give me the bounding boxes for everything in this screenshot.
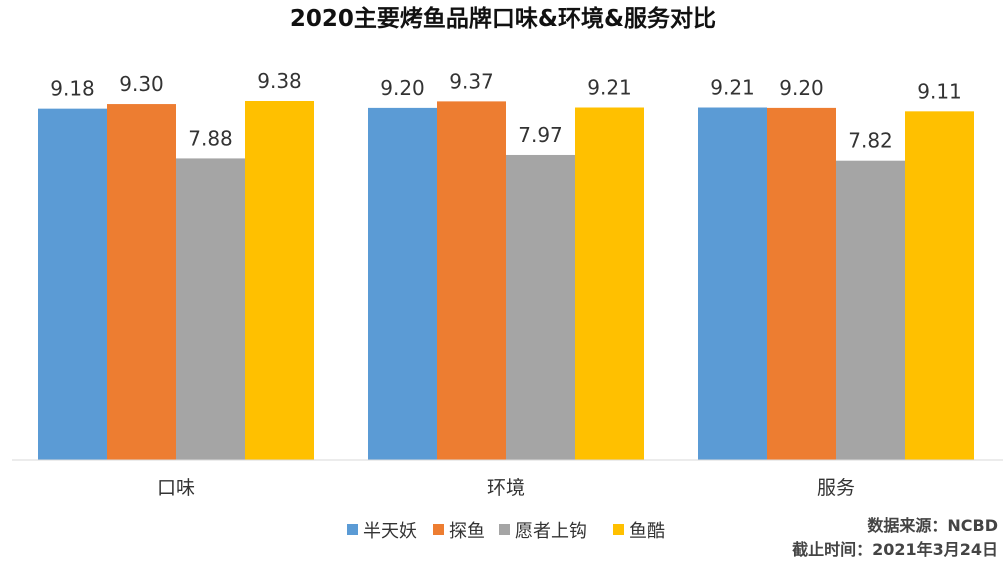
value-label-3-1: 9.21 [710,76,755,100]
legend-label-2: 探鱼 [449,521,485,542]
value-label-3-2: 9.20 [779,76,824,100]
chart-title: 2020主要烤鱼品牌口味&环境&服务对比 [290,5,716,32]
value-label-1-1: 9.18 [50,77,95,101]
bar-3-2 [767,107,836,460]
bar-1-2 [107,104,176,461]
bar-1-1 [38,108,107,460]
bar-3-1 [698,107,767,460]
legend-label-1: 半天妖 [363,521,417,542]
legend: 半天妖 探鱼 愿者上钩 鱼酷 [347,521,665,542]
value-label-2-1: 9.20 [380,76,425,100]
cutoff-date-note: 截止时间：2021年3月24日 [792,540,998,559]
bar-1-4 [245,101,314,460]
value-label-2-4: 9.21 [587,76,632,100]
value-label-1-3: 7.88 [188,126,233,150]
bar-2-4 [575,107,644,460]
legend-label-4: 鱼酷 [629,521,665,542]
bar-2-3 [506,154,575,460]
legend-swatch-1 [347,524,358,535]
value-label-2-2: 9.37 [449,69,494,93]
value-label-2-3: 7.97 [518,123,563,147]
category-label-1: 口味 [157,477,195,499]
value-label-1-2: 9.30 [119,72,164,96]
legend-swatch-2 [433,524,444,535]
source-note: 数据来源：NCBD [867,516,998,535]
legend-label-3: 愿者上钩 [515,521,587,542]
category-labels-group: 口味 环境 服务 [157,477,855,499]
bar-2-1 [368,107,437,460]
value-label-3-3: 7.82 [848,129,893,153]
value-label-3-4: 9.11 [917,79,962,103]
category-label-3: 服务 [817,477,855,499]
value-label-1-4: 9.38 [257,69,302,93]
value-labels-group: 9.18 9.30 7.88 9.38 9.20 9.37 7.97 9.21 9.21 9.20… [50,69,962,153]
bar-3-3 [836,160,905,460]
bar-3-4 [905,111,974,461]
category-label-2: 环境 [487,477,525,499]
bars-group [38,101,974,461]
bar-2-2 [437,101,506,461]
legend-swatch-4 [613,524,624,535]
bar-1-3 [176,158,245,461]
legend-swatch-3 [499,524,510,535]
